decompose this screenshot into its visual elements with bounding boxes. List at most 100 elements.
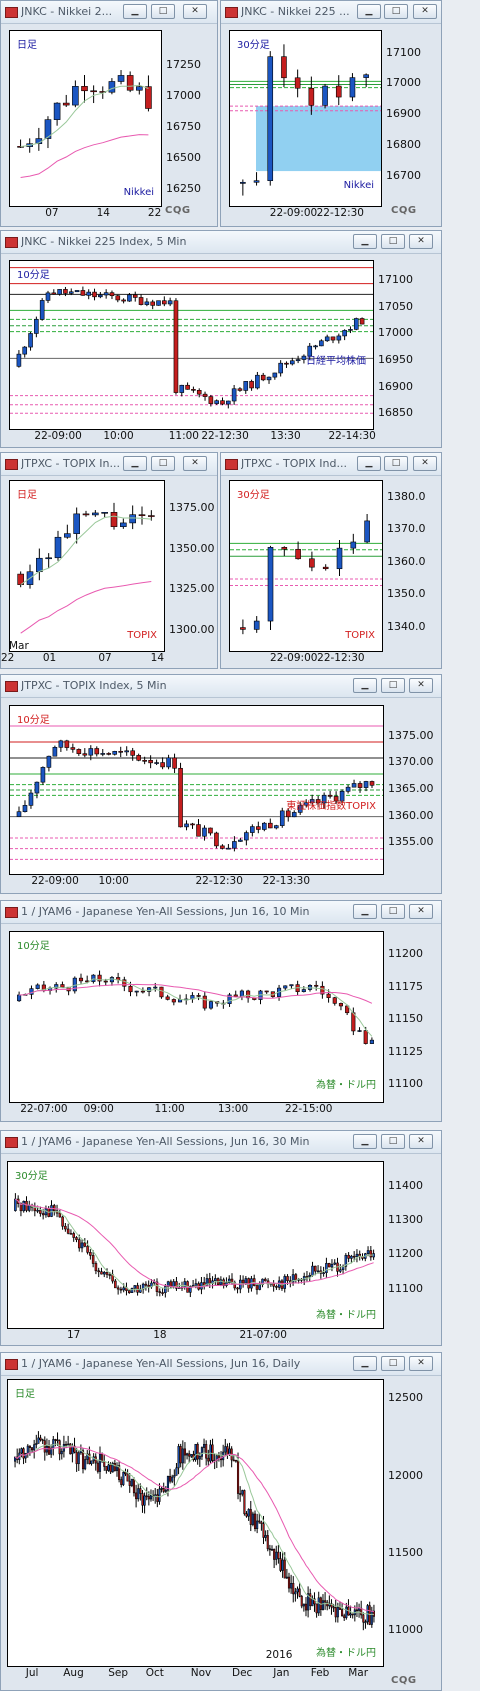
x-tick-label: 22-14:30: [328, 430, 376, 442]
candle: [108, 78, 116, 95]
chart-window-topix-daily: JTPXC - TOPIX In... ▁ □ ✕ 1375.00 1350.00…: [0, 452, 218, 669]
x-tick-label: Feb: [310, 1667, 330, 1679]
candle: [364, 1619, 367, 1629]
minimize-button[interactable]: ▁: [123, 456, 147, 471]
candle: [127, 1289, 131, 1294]
maximize-button[interactable]: □: [381, 904, 405, 919]
minimize-button[interactable]: ▁: [353, 904, 377, 919]
candle: [127, 293, 132, 302]
candle: [359, 317, 365, 325]
maximize-button[interactable]: □: [384, 456, 408, 471]
candle: [180, 1281, 184, 1291]
candle: [313, 1592, 316, 1612]
candle: [28, 332, 33, 351]
y-tick-label: 11175: [388, 979, 423, 993]
candle: [64, 524, 71, 539]
close-button[interactable]: ✕: [183, 456, 207, 471]
maximize-button[interactable]: □: [384, 4, 408, 19]
candle: [191, 386, 196, 393]
title-bar[interactable]: JTPXC - TOPIX Ind... ▁ □ ✕: [221, 453, 441, 476]
close-button[interactable]: ✕: [183, 4, 207, 19]
candle: [311, 1595, 314, 1607]
moving-average-line: [20, 134, 149, 178]
candle: [103, 289, 109, 299]
candle: [258, 989, 263, 1005]
title-bar[interactable]: JTPXC - TOPIX In... ▁ □ ✕: [1, 453, 217, 476]
candle: [35, 983, 40, 990]
close-button[interactable]: ✕: [409, 678, 433, 693]
chart-plot[interactable]: [9, 705, 384, 875]
title-bar[interactable]: JNKC - Nikkei 2... ▁ □ ✕: [1, 1, 217, 24]
candle: [75, 1448, 78, 1472]
close-button[interactable]: ✕: [409, 234, 433, 249]
candle: [200, 1276, 203, 1295]
maximize-button[interactable]: □: [151, 4, 175, 19]
candle: [207, 1449, 210, 1467]
candle: [77, 1450, 80, 1471]
chart-plot[interactable]: [229, 480, 383, 652]
title-bar[interactable]: JNKC - Nikkei 225 ... ▁ □ ✕: [221, 1, 441, 24]
maximize-button[interactable]: □: [381, 1134, 405, 1149]
candle: [253, 172, 260, 186]
title-bar[interactable]: JTPXC - TOPIX Index, 5 Min ▁ □ ✕: [1, 675, 441, 698]
candle: [285, 1568, 288, 1579]
candle: [119, 1286, 123, 1294]
candle: [39, 298, 45, 321]
minimize-button[interactable]: ▁: [353, 1134, 377, 1149]
candle: [17, 991, 22, 1002]
chart-plot[interactable]: [7, 1379, 384, 1667]
close-button[interactable]: ✕: [409, 1356, 433, 1371]
x-tick-label: 22-09:00: [34, 430, 82, 442]
close-button[interactable]: ✕: [413, 456, 437, 471]
minimize-button[interactable]: ▁: [123, 4, 147, 19]
chart-plot[interactable]: [9, 30, 162, 207]
x-tick-label: 22-07:00: [20, 1103, 68, 1115]
candle: [345, 1004, 350, 1016]
window-title: JNKC - Nikkei 225 ...: [241, 5, 350, 18]
candle: [196, 388, 202, 398]
candle: [188, 1450, 191, 1463]
chart-plot[interactable]: [9, 931, 384, 1103]
candle: [148, 755, 153, 769]
candle: [316, 1265, 320, 1274]
candle: [134, 990, 139, 997]
chart-plot[interactable]: [9, 260, 374, 430]
candle: [115, 294, 121, 303]
candle: [60, 981, 65, 988]
close-button[interactable]: ✕: [409, 904, 433, 919]
close-button[interactable]: ✕: [413, 4, 437, 19]
minimize-button[interactable]: ▁: [353, 1356, 377, 1371]
chart-plot[interactable]: [9, 480, 165, 652]
candle: [52, 1435, 55, 1456]
title-bar[interactable]: 1 / JYAM6 - Japanese Yen-All Sessions, J…: [1, 901, 441, 924]
candle: [303, 799, 309, 808]
chart-plot[interactable]: [7, 1161, 384, 1329]
y-tick-label: 11200: [388, 947, 423, 961]
maximize-button[interactable]: □: [151, 456, 175, 471]
candle: [77, 1234, 81, 1252]
candle: [292, 1576, 295, 1603]
candle: [357, 1027, 362, 1033]
minimize-button[interactable]: ▁: [357, 4, 381, 19]
maximize-button[interactable]: □: [381, 234, 405, 249]
maximize-button[interactable]: □: [381, 678, 405, 693]
instrument-label: 為替・ドル円: [316, 1648, 376, 1659]
x-tick-label: 22: [147, 207, 162, 219]
minimize-button[interactable]: ▁: [353, 678, 377, 693]
title-bar[interactable]: 1 / JYAM6 - Japanese Yen-All Sessions, J…: [1, 1353, 441, 1376]
maximize-button[interactable]: □: [381, 1356, 405, 1371]
candle: [39, 1434, 42, 1442]
y-tick-label: 1370.00: [388, 755, 434, 769]
chart-plot[interactable]: [229, 30, 382, 207]
candle: [73, 1437, 76, 1454]
close-button[interactable]: ✕: [409, 1134, 433, 1149]
title-bar[interactable]: 1 / JYAM6 - Japanese Yen-All Sessions, J…: [1, 1131, 441, 1154]
candle: [253, 616, 260, 633]
instrument-label: TOPIX: [127, 630, 157, 641]
minimize-button[interactable]: ▁: [357, 456, 381, 471]
minimize-button[interactable]: ▁: [353, 234, 377, 249]
candle: [183, 1442, 186, 1464]
window-title: JTPXC - TOPIX Ind...: [241, 457, 347, 470]
title-bar[interactable]: JNKC - Nikkei 225 Index, 5 Min ▁ □ ✕: [1, 231, 441, 254]
y-tick-label: 11125: [388, 1044, 423, 1058]
